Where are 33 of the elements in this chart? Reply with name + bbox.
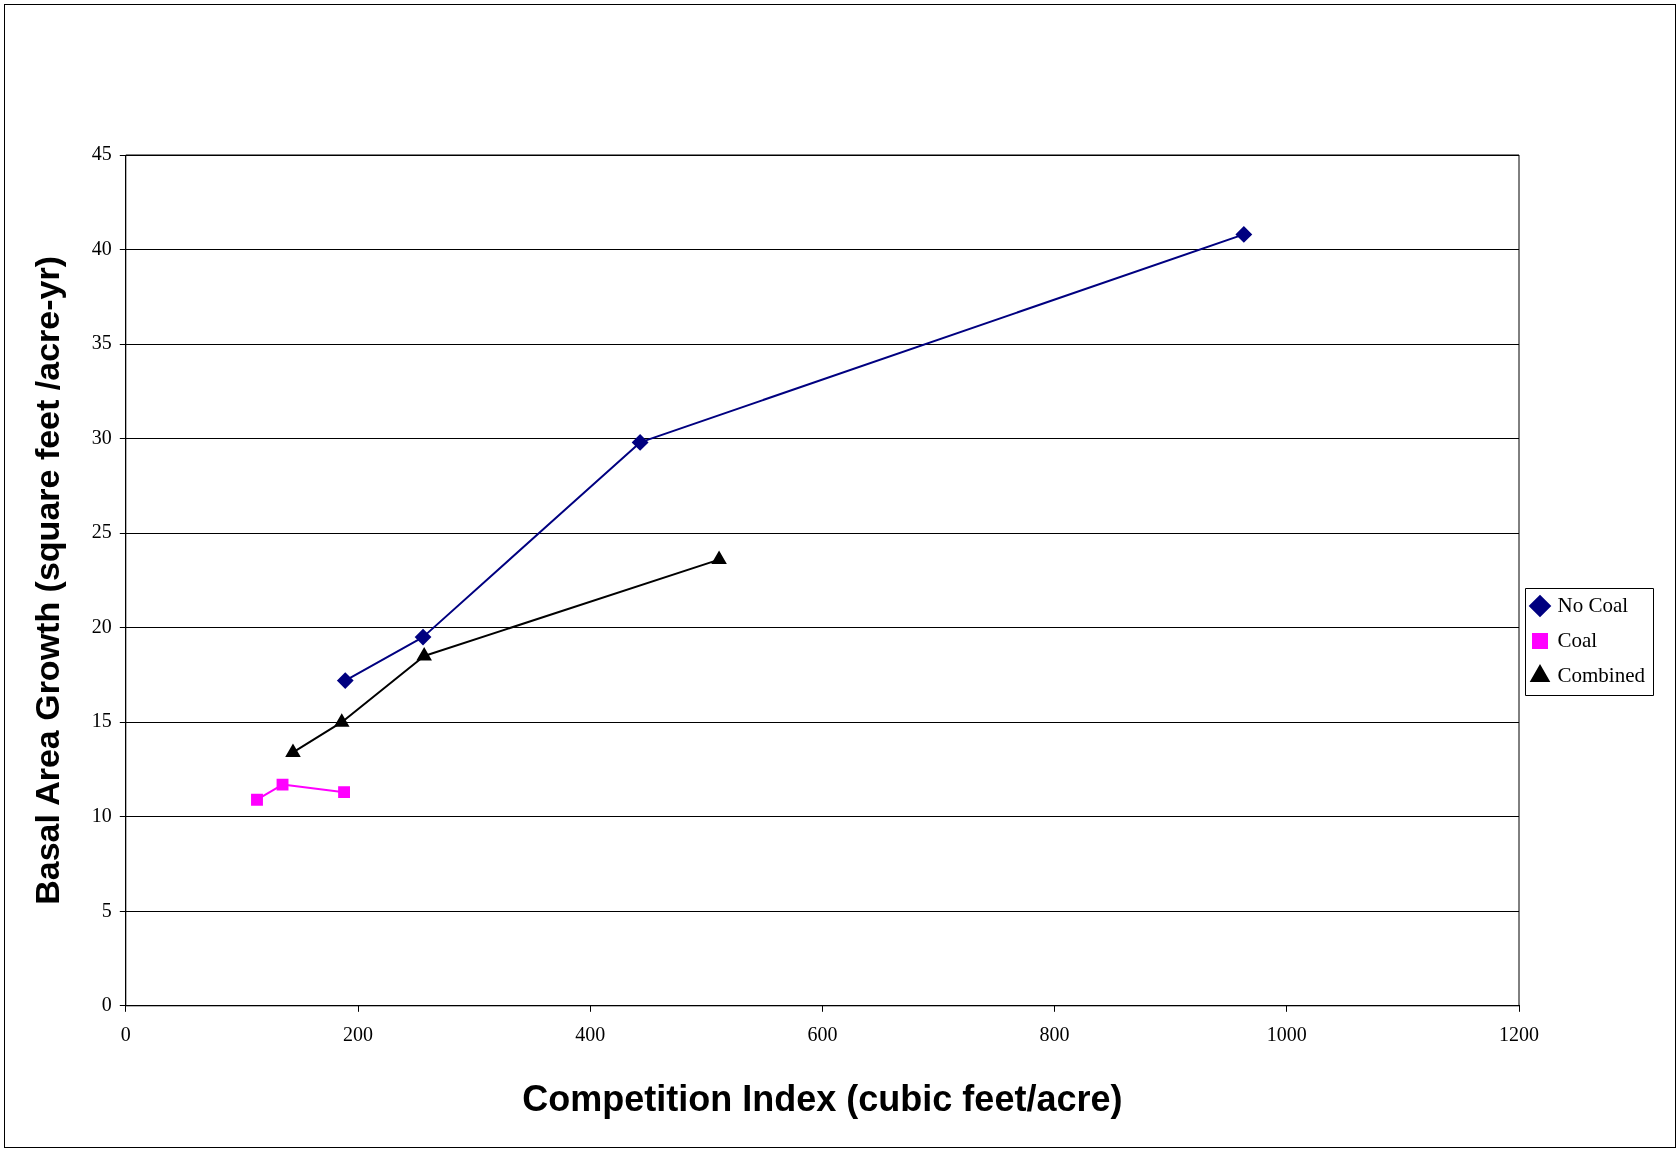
point [415,629,432,646]
x-tick-label: 200 [343,1023,373,1046]
legend-label: No Coal [1557,592,1629,617]
y-tick-label: 20 [91,614,112,637]
y-tick-label: 5 [101,898,112,921]
point [276,778,289,791]
point [334,714,349,727]
legend-label: Combined [1557,662,1646,687]
x-axis-title: Competition Index (cubic feet/acre) [522,1078,1123,1120]
point [285,744,301,757]
y-tick-label: 15 [91,709,112,732]
y-tick-label: 40 [91,236,112,259]
point [417,648,432,661]
y-tick-label: 25 [91,520,112,543]
y-axis-title: Basal Area Growth (square feet /acre-yr) [27,256,66,905]
y-tick-label: 30 [91,425,112,448]
point [338,786,351,799]
point [632,434,649,451]
x-tick-label: 600 [807,1023,838,1046]
y-tick-label: 45 [91,142,112,165]
x-tick-label: 400 [575,1023,606,1046]
y-tick-label: 35 [91,331,112,354]
x-tick-label: 1200 [1499,1023,1539,1046]
point [712,551,727,565]
x-tick-label: 800 [1039,1023,1070,1046]
point [1235,226,1252,243]
point [251,793,263,806]
x-tick-label: 1000 [1266,1023,1307,1046]
legend-label: Coal [1557,627,1598,652]
y-tick-label: 0 [101,993,112,1016]
point [337,672,354,689]
y-tick-label: 10 [91,803,112,826]
x-tick-label: 0 [120,1023,131,1046]
